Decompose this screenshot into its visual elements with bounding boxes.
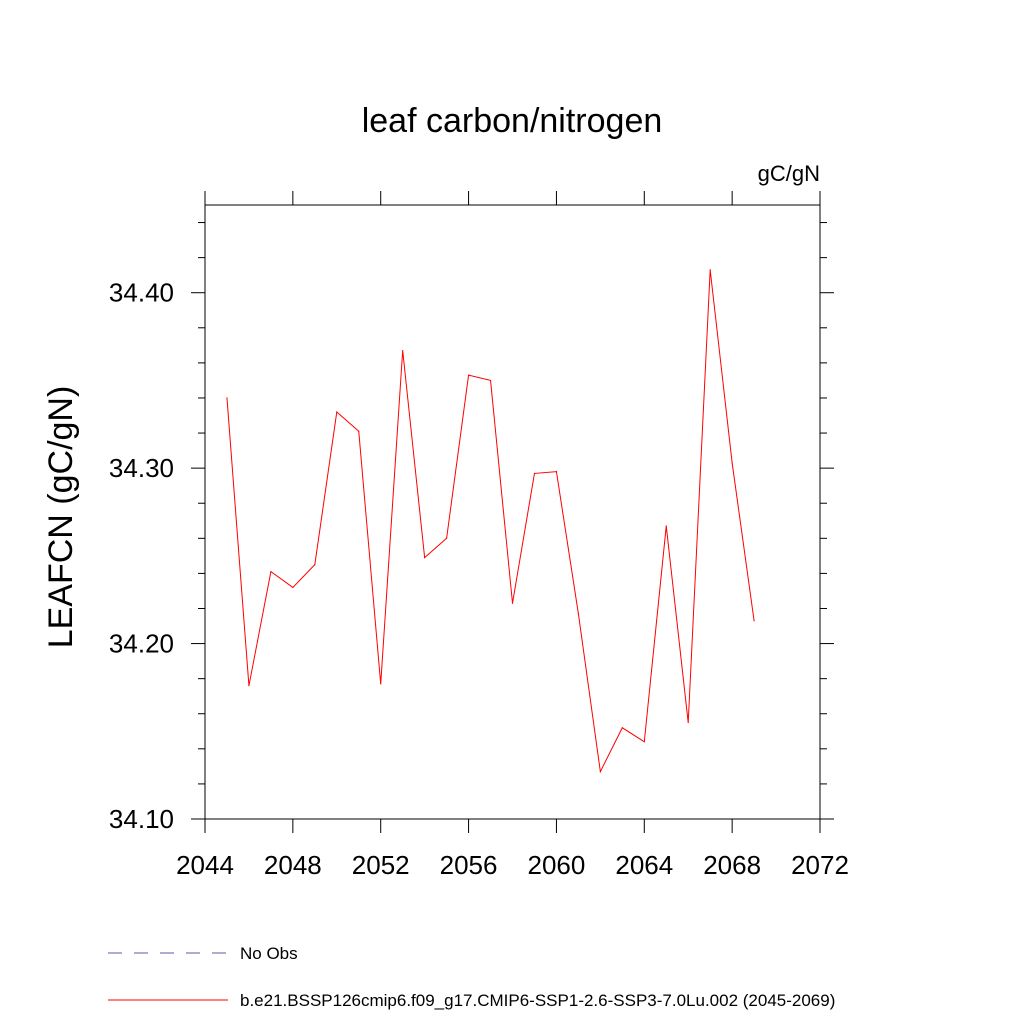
y-tick-label: 34.40 — [109, 278, 174, 308]
x-tick-label: 2044 — [176, 850, 234, 880]
data-point — [402, 350, 404, 352]
axis-ticks: 2044 2048 2052 2056 2060 2064 2068 2072 34.10 34.… — [109, 191, 849, 880]
data-point — [467, 374, 470, 376]
y-tick-label: 34.30 — [109, 453, 174, 483]
data-point — [731, 462, 733, 464]
data-point — [643, 741, 645, 743]
x-tick-label: 2068 — [703, 850, 761, 880]
data-point — [555, 471, 558, 473]
data-point — [380, 683, 382, 685]
legend-label: b.e21.BSSP126cmip6.f09_g17.CMIP6-SSP1-2.… — [240, 991, 835, 1010]
data-point — [270, 571, 272, 573]
data-point — [358, 430, 360, 432]
units-label: gC/gN — [758, 161, 820, 186]
data-point — [292, 586, 294, 589]
y-axis-label: LEAFCN (gC/gN) — [42, 386, 80, 649]
data-point — [753, 620, 755, 622]
data-point — [336, 411, 338, 413]
x-tick-label: 2052 — [352, 850, 410, 880]
y-tick-label: 34.10 — [109, 804, 174, 834]
data-point — [577, 613, 579, 615]
x-tick-label: 2048 — [264, 850, 322, 880]
y-tick-label: 34.20 — [109, 629, 174, 659]
series-group — [226, 269, 755, 774]
data-point — [687, 721, 689, 724]
data-point — [621, 727, 623, 729]
data-point — [665, 525, 667, 527]
data-point — [511, 602, 514, 604]
x-tick-label: 2056 — [440, 850, 498, 880]
data-point — [489, 379, 492, 382]
series-line — [226, 269, 755, 774]
data-point — [314, 564, 316, 566]
data-point — [226, 397, 228, 399]
x-tick-label: 2064 — [615, 850, 673, 880]
data-point — [248, 685, 250, 687]
data-point — [533, 472, 536, 475]
x-tick-label: 2072 — [791, 850, 849, 880]
plot-frame — [204, 204, 821, 820]
legend-label: No Obs — [240, 944, 298, 963]
data-point — [446, 537, 448, 539]
data-point — [709, 269, 711, 271]
data-point — [599, 771, 601, 773]
legend: No Obs b.e21.BSSP126cmip6.f09_g17.CMIP6-S… — [108, 944, 835, 1010]
chart-title: leaf carbon/nitrogen — [362, 102, 663, 140]
x-tick-label: 2060 — [528, 850, 586, 880]
data-point — [424, 557, 426, 559]
